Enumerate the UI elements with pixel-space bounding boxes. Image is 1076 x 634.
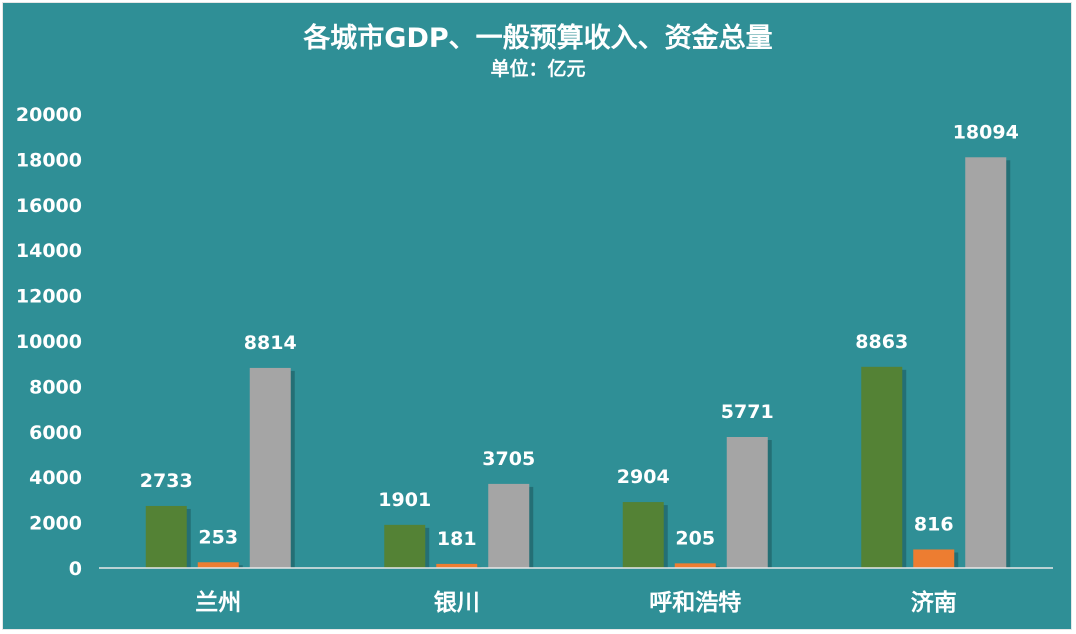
bar (622, 502, 664, 568)
y-tick-label: 12000 (16, 286, 82, 308)
category-label: 呼和浩特 (649, 590, 741, 616)
y-tick-label: 0 (69, 558, 82, 580)
y-tick-label: 18000 (16, 149, 82, 171)
data-label: 2904 (617, 466, 670, 488)
data-label: 816 (914, 513, 954, 535)
y-tick-label: 4000 (29, 467, 82, 489)
data-label: 18094 (953, 121, 1019, 143)
data-label: 1901 (378, 489, 431, 511)
data-label: 8814 (244, 332, 297, 354)
data-label: 205 (675, 527, 715, 549)
data-label: 253 (198, 526, 238, 548)
bar (145, 505, 187, 568)
data-label: 8863 (855, 331, 908, 353)
y-tick-label: 6000 (29, 422, 82, 444)
bar (197, 562, 239, 568)
category-labels: 兰州 银川 呼和浩特 济南 (195, 589, 957, 616)
data-label: 5771 (721, 401, 774, 423)
bar (674, 563, 716, 568)
category-label: 兰州 (195, 589, 241, 616)
data-label: 3705 (482, 448, 535, 470)
bar (384, 524, 426, 568)
category-label: 济南 (911, 589, 957, 616)
data-label: 2733 (140, 470, 193, 492)
y-tick-label: 14000 (16, 240, 82, 262)
chart-svg: 各城市GDP、一般预算收入、资金总量 单位：亿元 0 2000 4000 6000 80… (16, 22, 1053, 616)
y-tick-label: 20000 (16, 104, 82, 126)
bar (861, 366, 903, 568)
bar (965, 157, 1007, 568)
chart-subtitle: 单位：亿元 (490, 57, 585, 80)
data-label: 181 (437, 528, 477, 550)
y-tick-label: 8000 (29, 376, 82, 398)
y-tick-label: 16000 (16, 195, 82, 217)
bar (436, 563, 478, 568)
bar (249, 367, 291, 568)
chart-title: 各城市GDP、一般预算收入、资金总量 (302, 22, 772, 54)
bars (145, 157, 1011, 568)
y-axis-ticks: 0 2000 4000 6000 8000 10000 12000 14000 16000 180… (16, 104, 82, 580)
y-tick-label: 10000 (16, 331, 82, 353)
y-tick-label: 2000 (29, 513, 82, 535)
bar (913, 549, 955, 568)
bar (726, 436, 768, 568)
data-labels: 2733 253 8814 1901 181 3705 2904 205 5771 8863 816… (140, 121, 1019, 550)
bar (488, 483, 530, 568)
category-label: 银川 (434, 589, 480, 616)
